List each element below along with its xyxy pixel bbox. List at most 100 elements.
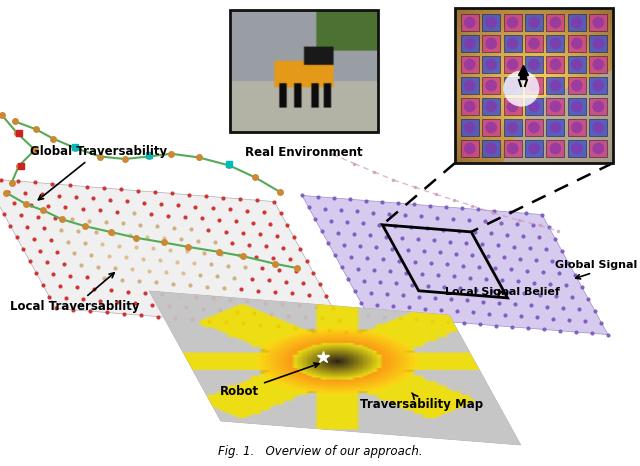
Circle shape [550, 38, 561, 49]
Bar [482, 55, 500, 73]
Circle shape [504, 71, 540, 107]
Bar [568, 55, 586, 73]
Circle shape [571, 80, 583, 91]
Bar [461, 119, 479, 137]
Bar [547, 98, 564, 115]
Circle shape [593, 101, 604, 112]
Circle shape [593, 17, 604, 28]
Circle shape [507, 38, 518, 49]
Bar [504, 14, 522, 31]
Circle shape [464, 38, 476, 49]
Bar [461, 34, 479, 52]
Circle shape [464, 122, 476, 133]
Circle shape [528, 17, 540, 28]
Circle shape [528, 101, 540, 112]
Circle shape [464, 80, 476, 91]
Text: Robot: Robot [220, 363, 319, 398]
Bar [589, 55, 607, 73]
Bar [568, 140, 586, 158]
Polygon shape [302, 195, 608, 335]
Text: Global Traversability: Global Traversability [30, 145, 167, 200]
Bar [547, 55, 564, 73]
Polygon shape [149, 291, 521, 445]
Circle shape [550, 122, 561, 133]
Bar [461, 55, 479, 73]
Bar [504, 140, 522, 158]
Circle shape [550, 59, 561, 70]
Circle shape [571, 143, 583, 154]
Text: Local Signal Belief: Local Signal Belief [445, 287, 560, 297]
Bar [461, 14, 479, 31]
Circle shape [485, 17, 497, 28]
Bar [547, 77, 564, 94]
Bar [455, 8, 613, 163]
Text: Traversability Map: Traversability Map [360, 393, 483, 411]
Bar [568, 98, 586, 115]
Bar [547, 119, 564, 137]
Bar [482, 98, 500, 115]
Circle shape [507, 80, 518, 91]
Bar [461, 98, 479, 115]
Circle shape [571, 59, 583, 70]
Bar [504, 55, 522, 73]
Circle shape [464, 143, 476, 154]
Bar [525, 140, 543, 158]
Text: Fig. 1.   Overview of our approach.: Fig. 1. Overview of our approach. [218, 445, 422, 458]
Polygon shape [502, 70, 613, 163]
Circle shape [528, 38, 540, 49]
Circle shape [464, 17, 476, 28]
Circle shape [550, 143, 561, 154]
Bar [547, 34, 564, 52]
Bar [482, 14, 500, 31]
Polygon shape [0, 178, 346, 332]
Circle shape [571, 122, 583, 133]
Bar [589, 14, 607, 31]
Circle shape [593, 59, 604, 70]
Bar [504, 34, 522, 52]
Bar [461, 77, 479, 94]
Circle shape [507, 59, 518, 70]
Text: Local Traversability: Local Traversability [10, 273, 140, 313]
Bar [547, 140, 564, 158]
Bar [482, 119, 500, 137]
Circle shape [528, 80, 540, 91]
Bar [482, 34, 500, 52]
Circle shape [550, 80, 561, 91]
Circle shape [485, 122, 497, 133]
Circle shape [550, 17, 561, 28]
Bar [230, 10, 378, 132]
Circle shape [550, 101, 561, 112]
Bar [589, 119, 607, 137]
Bar [461, 140, 479, 158]
Bar [525, 14, 543, 31]
Circle shape [507, 101, 518, 112]
Circle shape [485, 101, 497, 112]
Circle shape [485, 143, 497, 154]
Bar [589, 140, 607, 158]
Circle shape [464, 59, 476, 70]
Bar [504, 119, 522, 137]
Circle shape [528, 122, 540, 133]
Bar [482, 77, 500, 94]
Bar [568, 14, 586, 31]
Circle shape [464, 101, 476, 112]
Bar [504, 98, 522, 115]
Bar [482, 140, 500, 158]
Bar [525, 34, 543, 52]
Bar [589, 77, 607, 94]
Bar [568, 119, 586, 137]
Circle shape [571, 101, 583, 112]
Circle shape [593, 38, 604, 49]
Circle shape [485, 59, 497, 70]
Circle shape [593, 80, 604, 91]
Bar [525, 77, 543, 94]
Circle shape [507, 122, 518, 133]
Circle shape [485, 38, 497, 49]
Circle shape [571, 38, 583, 49]
Bar [525, 55, 543, 73]
Circle shape [528, 59, 540, 70]
Circle shape [571, 17, 583, 28]
Bar [589, 34, 607, 52]
Bar [589, 98, 607, 115]
Bar [547, 14, 564, 31]
